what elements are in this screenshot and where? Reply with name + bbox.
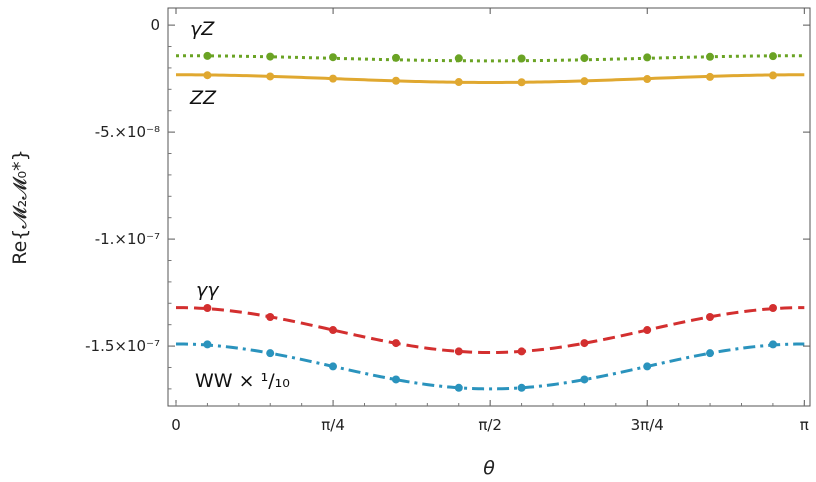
y-tick-label-3: -1.5×10⁻⁷	[85, 337, 160, 355]
y-tick-label-1: -5.×10⁻⁸	[95, 123, 160, 141]
series-line-1	[176, 73, 805, 84]
data-point-1-4	[454, 78, 463, 87]
x-tick-label-3: 3π/4	[631, 416, 664, 434]
data-point-2-8	[706, 312, 714, 321]
data-point-0-6	[580, 54, 589, 63]
data-point-1-6	[580, 77, 589, 86]
data-point-2-1	[266, 312, 275, 321]
data-point-3-6	[580, 375, 589, 384]
series-line-3	[175, 342, 805, 391]
data-point-3-4	[454, 383, 463, 392]
data-point-3-5	[517, 383, 526, 392]
data-point-3-1	[266, 349, 275, 358]
x-tick-label-0: 0	[171, 416, 181, 434]
series-label-0: γZ	[190, 18, 215, 40]
data-point-0-5	[517, 54, 526, 63]
series-labels: γZ ZZ γγ WW × ¹/₁₀	[189, 18, 290, 392]
data-point-0-8	[706, 52, 714, 61]
data-point-3-8	[706, 349, 714, 358]
y-ticks: 0 -5.×10⁻⁸ -1.×10⁻⁷ -1.5×10⁻⁷	[85, 16, 810, 390]
plot-frame	[167, 7, 811, 407]
series-label-3: WW × ¹/₁₀	[195, 370, 290, 392]
data-point-2-7	[643, 326, 652, 335]
data-point-0-0	[203, 51, 212, 60]
series-label-2: γγ	[196, 279, 220, 301]
data-point-0-1	[266, 52, 275, 61]
data-point-2-3	[392, 339, 400, 348]
data-point-0-3	[392, 53, 400, 62]
data-point-0-2	[329, 53, 337, 62]
data-point-3-3	[392, 375, 400, 384]
data-point-1-0	[203, 71, 212, 80]
data-point-1-8	[706, 72, 714, 81]
x-axis-title: θ	[483, 457, 495, 479]
x-tick-label-1: π/4	[321, 416, 345, 434]
series-markers	[203, 51, 777, 392]
data-point-1-3	[392, 76, 400, 85]
data-point-2-6	[580, 339, 589, 348]
data-point-0-4	[454, 54, 463, 63]
data-point-2-0	[203, 303, 212, 312]
data-point-2-4	[454, 347, 463, 356]
data-point-3-0	[203, 340, 212, 349]
series-lines	[175, 54, 805, 391]
y-tick-label-2: -1.×10⁻⁷	[95, 230, 160, 248]
data-point-0-9	[769, 52, 777, 61]
data-point-0-7	[643, 53, 652, 62]
y-tick-label-0: 0	[150, 16, 160, 34]
x-ticks: 0 π/4 π/2 3π/4 π	[171, 8, 809, 434]
data-point-2-5	[517, 347, 526, 356]
series-line-2	[175, 306, 805, 355]
y-axis-title: Re{𝓜₂𝓜₀*}	[9, 149, 31, 265]
x-tick-label-4: π	[800, 416, 809, 434]
series-label-1: ZZ	[189, 87, 217, 109]
plot-area: 0 π/4 π/2 3π/4 π 0-5.×10⁻⁸-1.×10⁻⁷-1.5×10⁻⁷ …	[85, 7, 811, 434]
data-point-1-5	[517, 78, 526, 87]
data-point-1-9	[769, 71, 777, 80]
x-tick-label-2: π/2	[478, 416, 502, 434]
data-point-2-2	[329, 326, 337, 335]
data-point-1-2	[329, 74, 337, 83]
data-point-1-1	[266, 72, 275, 81]
data-point-3-7	[643, 362, 652, 371]
data-point-3-2	[329, 362, 337, 371]
data-point-1-7	[643, 75, 652, 84]
data-point-2-9	[769, 303, 777, 312]
data-point-3-9	[769, 340, 777, 349]
